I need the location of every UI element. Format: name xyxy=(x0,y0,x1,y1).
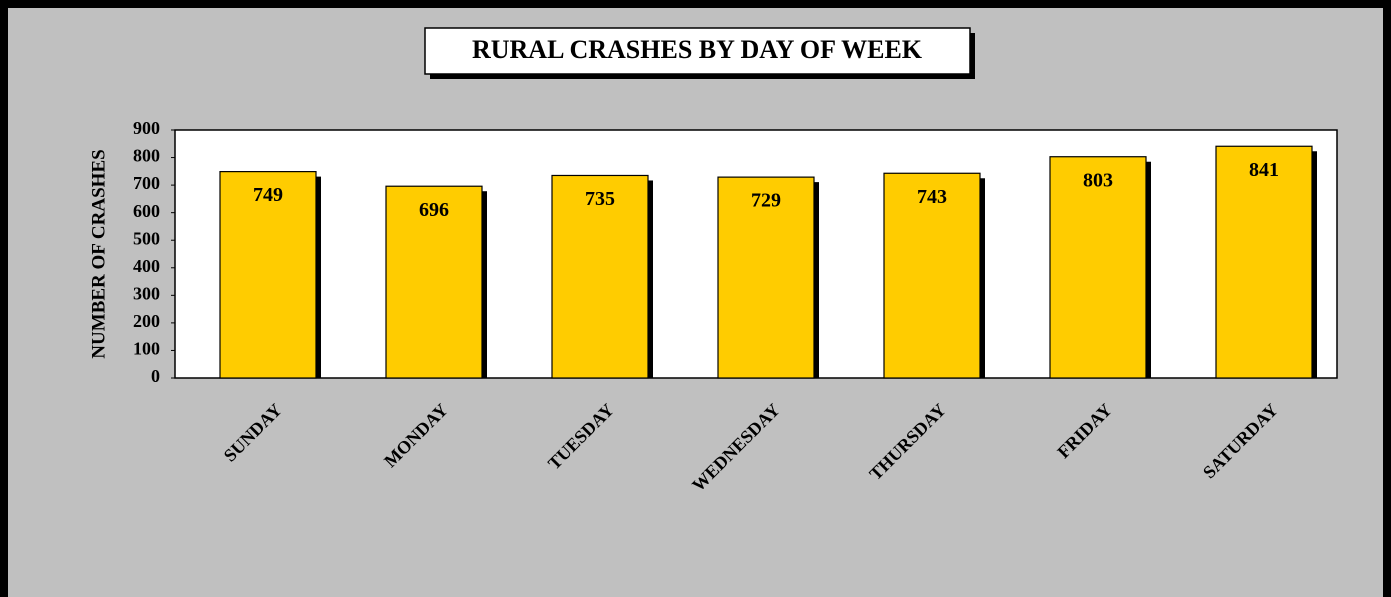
y-tick-label: 600 xyxy=(133,201,160,221)
bar xyxy=(219,171,317,379)
bar xyxy=(551,174,649,379)
bar xyxy=(717,176,815,379)
y-tick-label: 0 xyxy=(151,366,160,386)
bar xyxy=(1215,145,1313,379)
value-label: 803 xyxy=(1083,169,1113,191)
y-tick-label: 300 xyxy=(133,283,160,303)
title-box xyxy=(424,27,971,75)
y-tick-label: 400 xyxy=(133,256,160,276)
bar xyxy=(1049,156,1147,379)
bar xyxy=(385,185,483,379)
y-tick-label: 200 xyxy=(133,311,160,331)
y-tick-label: 700 xyxy=(133,173,160,193)
value-label: 696 xyxy=(419,199,449,221)
value-label: 743 xyxy=(917,186,947,208)
y-tick-label: 500 xyxy=(133,228,160,248)
chart-title: RURAL CRASHES BY DAY OF WEEK xyxy=(472,35,923,64)
y-axis-label: NUMBER OF CRASHES xyxy=(88,149,109,358)
y-tick-label: 100 xyxy=(133,339,160,359)
value-label: 749 xyxy=(253,184,283,206)
y-tick-label: 900 xyxy=(133,118,160,138)
value-label: 735 xyxy=(585,188,615,210)
value-label: 841 xyxy=(1249,159,1279,181)
y-tick-label: 800 xyxy=(133,146,160,166)
bar xyxy=(883,172,981,379)
value-label: 729 xyxy=(751,190,781,212)
